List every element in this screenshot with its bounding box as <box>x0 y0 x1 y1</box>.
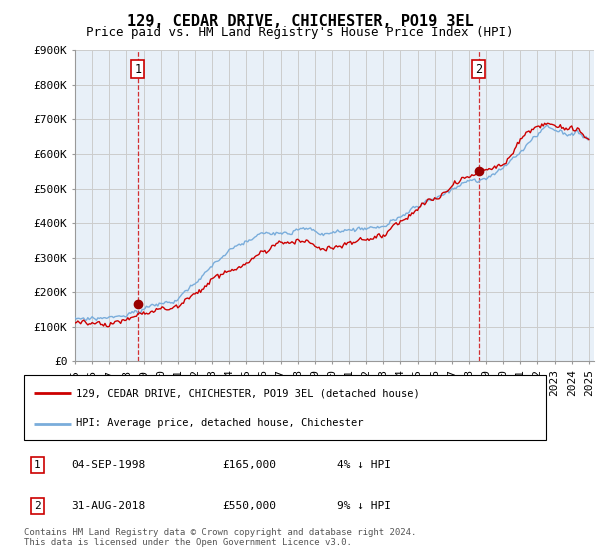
Text: 129, CEDAR DRIVE, CHICHESTER, PO19 3EL: 129, CEDAR DRIVE, CHICHESTER, PO19 3EL <box>127 14 473 29</box>
Text: 04-SEP-1998: 04-SEP-1998 <box>71 460 145 470</box>
Text: 9% ↓ HPI: 9% ↓ HPI <box>337 501 391 511</box>
Text: Contains HM Land Registry data © Crown copyright and database right 2024.
This d: Contains HM Land Registry data © Crown c… <box>24 528 416 547</box>
Text: 1: 1 <box>134 63 142 76</box>
Text: 1: 1 <box>34 460 40 470</box>
Text: 31-AUG-2018: 31-AUG-2018 <box>71 501 145 511</box>
FancyBboxPatch shape <box>24 375 546 440</box>
Text: £550,000: £550,000 <box>223 501 277 511</box>
Text: £165,000: £165,000 <box>223 460 277 470</box>
Text: HPI: Average price, detached house, Chichester: HPI: Average price, detached house, Chic… <box>76 418 364 428</box>
Text: 129, CEDAR DRIVE, CHICHESTER, PO19 3EL (detached house): 129, CEDAR DRIVE, CHICHESTER, PO19 3EL (… <box>76 388 420 398</box>
Text: Price paid vs. HM Land Registry's House Price Index (HPI): Price paid vs. HM Land Registry's House … <box>86 26 514 39</box>
Text: 2: 2 <box>475 63 482 76</box>
Text: 2: 2 <box>34 501 40 511</box>
Text: 4% ↓ HPI: 4% ↓ HPI <box>337 460 391 470</box>
